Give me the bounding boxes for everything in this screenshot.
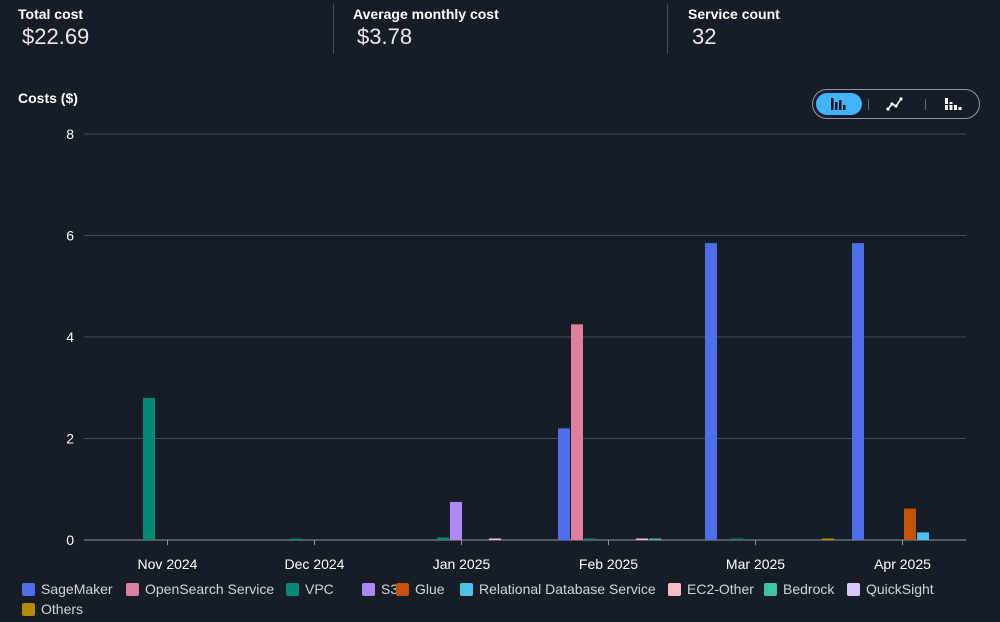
line-chart-button[interactable] bbox=[872, 93, 918, 115]
y-tick-label: 0 bbox=[66, 532, 74, 548]
bar bbox=[450, 501, 462, 540]
legend-label: Others bbox=[41, 601, 84, 617]
legend-label: SageMaker bbox=[41, 581, 113, 597]
legend-label: S3 bbox=[381, 581, 399, 597]
x-tick-label: Mar 2025 bbox=[726, 556, 785, 572]
bar bbox=[437, 537, 449, 540]
metric-label: Service count bbox=[688, 6, 780, 22]
legend-item[interactable]: QuickSight bbox=[847, 581, 934, 597]
toggle-separator bbox=[925, 99, 926, 110]
y-tick-label: 6 bbox=[66, 228, 74, 244]
metric-value: $22.69 bbox=[22, 24, 90, 49]
bar bbox=[822, 538, 834, 540]
legend-swatch bbox=[22, 582, 35, 596]
x-tick-label: Feb 2025 bbox=[579, 556, 638, 572]
x-tick-label: Dec 2024 bbox=[285, 556, 345, 572]
legend-item[interactable]: Others bbox=[22, 601, 83, 617]
legend-item[interactable]: Bedrock bbox=[764, 581, 834, 597]
toggle-separator bbox=[868, 99, 869, 110]
bar bbox=[584, 538, 596, 540]
legend-label: Bedrock bbox=[783, 581, 835, 597]
legend-swatch bbox=[286, 582, 299, 596]
bar bbox=[649, 538, 661, 540]
y-tick-label: 4 bbox=[66, 329, 74, 345]
metric-value: $3.78 bbox=[357, 24, 413, 49]
x-tick-label: Apr 2025 bbox=[874, 556, 931, 572]
bar bbox=[852, 243, 864, 541]
legend-label: EC2-Other bbox=[687, 581, 754, 597]
bar bbox=[290, 538, 302, 540]
cost-summary: Total cost $22.69 Average monthly cost $… bbox=[0, 0, 1000, 56]
legend-swatch bbox=[847, 582, 860, 596]
legend-swatch bbox=[126, 582, 139, 596]
legend-label: Glue bbox=[415, 581, 445, 597]
bar bbox=[489, 538, 501, 540]
divider bbox=[333, 4, 334, 54]
legend-label: VPC bbox=[305, 581, 334, 597]
legend-item[interactable]: VPC bbox=[286, 581, 334, 597]
bar bbox=[731, 538, 743, 540]
legend-swatch bbox=[396, 582, 409, 596]
legend-swatch bbox=[22, 602, 35, 616]
legend-label: QuickSight bbox=[866, 581, 934, 597]
bar bbox=[143, 397, 155, 540]
bar bbox=[571, 324, 583, 540]
bar bbox=[636, 538, 648, 540]
metric-label: Total cost bbox=[18, 6, 84, 22]
bar-chart-button[interactable] bbox=[816, 93, 862, 115]
legend-swatch bbox=[362, 582, 375, 596]
legend-item[interactable]: S3 bbox=[362, 581, 398, 597]
y-tick-label: 8 bbox=[66, 126, 74, 142]
legend-swatch bbox=[668, 582, 681, 596]
legend-item[interactable]: SageMaker bbox=[22, 581, 113, 597]
bar-chart-icon bbox=[831, 98, 846, 110]
bar bbox=[705, 243, 717, 541]
legend-item[interactable]: EC2-Other bbox=[668, 581, 754, 597]
legend-item[interactable]: OpenSearch Service bbox=[126, 581, 274, 597]
line-chart-icon bbox=[886, 97, 903, 111]
y-axis-label: Costs ($) bbox=[18, 90, 78, 106]
legend-item[interactable]: Glue bbox=[396, 581, 445, 597]
legend-label: Relational Database Service bbox=[479, 581, 656, 597]
cost-bar-chart: 8 6 4 2 0 Nov 2024 Dec 2024 Jan 2025 Feb 2025 Mar… bbox=[66, 126, 966, 572]
legend-swatch bbox=[460, 582, 473, 596]
metric-value: 32 bbox=[692, 24, 717, 49]
y-tick-label: 2 bbox=[66, 431, 74, 447]
bar bbox=[904, 508, 916, 540]
stacked-bar-chart-icon bbox=[945, 98, 962, 110]
legend-swatch bbox=[764, 582, 777, 596]
legend-label: OpenSearch Service bbox=[145, 581, 275, 597]
x-tick-label: Jan 2025 bbox=[433, 556, 491, 572]
bar bbox=[917, 532, 929, 540]
stacked-bar-chart-button[interactable] bbox=[930, 93, 976, 115]
bar bbox=[558, 428, 570, 540]
divider bbox=[667, 4, 668, 54]
metric-label: Average monthly cost bbox=[353, 6, 499, 22]
legend-item[interactable]: Relational Database Service bbox=[460, 581, 656, 597]
chart-type-toggle bbox=[812, 89, 980, 119]
x-tick-label: Nov 2024 bbox=[138, 556, 198, 572]
